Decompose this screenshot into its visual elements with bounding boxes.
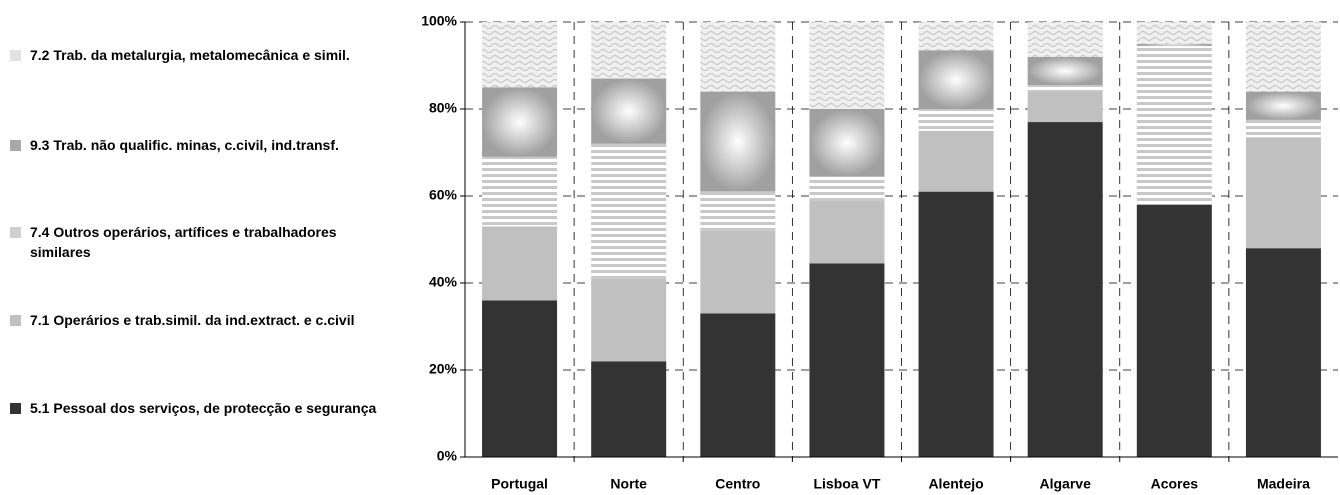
bar-segment	[809, 22, 885, 109]
bar-segment	[1245, 248, 1321, 457]
bar-segment	[1027, 122, 1103, 458]
legend-label: 7.2 Trab. da metalurgia, metalomecânica …	[30, 47, 350, 63]
bar-segment	[591, 361, 667, 457]
x-tick-label: Centro	[715, 476, 760, 492]
x-tick-label: Alentejo	[928, 476, 983, 492]
legend-swatch	[10, 50, 21, 61]
bar-segment	[482, 156, 558, 227]
bar-segment	[1027, 56, 1103, 86]
bar-segment	[1245, 119, 1321, 138]
x-tick-label: Algarve	[1040, 476, 1092, 492]
bar-segment	[1136, 43, 1212, 46]
bar-segment	[591, 278, 667, 362]
y-tick-label: 40%	[429, 274, 458, 290]
bar-segment	[918, 109, 994, 131]
y-tick-label: 0%	[437, 448, 458, 464]
bar-segment	[809, 109, 885, 177]
bar-segment	[1245, 91, 1321, 120]
legend-swatch-fill	[10, 227, 21, 238]
x-tick-label: Madeira	[1257, 476, 1310, 492]
bar-segment	[700, 313, 776, 457]
legend-item: 9.3 Trab. não qualific. minas, c.civil, …	[10, 135, 380, 155]
x-tick-label: Norte	[610, 476, 647, 492]
bar-segment	[591, 78, 667, 144]
y-tick-label: 20%	[429, 361, 458, 377]
bar-segment	[1136, 22, 1212, 44]
legend-swatch-fill	[10, 315, 21, 326]
legend-swatch-fill	[10, 140, 21, 151]
legend-swatch	[10, 140, 21, 151]
bar-segment	[918, 130, 994, 192]
bar-segment	[918, 50, 994, 109]
bar-segment	[700, 91, 776, 192]
bar-segment	[482, 226, 558, 301]
bar-segment	[1136, 204, 1212, 457]
bar-segment	[918, 191, 994, 457]
bar-segment	[1136, 45, 1212, 205]
legend-item: 7.1 Operários e trab.simil. da ind.extra…	[10, 310, 380, 330]
bar-segment	[700, 230, 776, 314]
bar-segment	[591, 143, 667, 279]
y-tick-label: 100%	[421, 13, 457, 29]
x-tick-label: Lisboa VT	[813, 476, 880, 492]
bar-segment	[809, 200, 885, 264]
legend-swatch	[10, 403, 21, 414]
bar-segment	[1245, 22, 1321, 92]
bar-segment	[1027, 91, 1103, 123]
bar-segment	[482, 300, 558, 457]
y-tick-label: 80%	[429, 100, 458, 116]
bar-segment	[482, 22, 558, 88]
legend-item: 7.2 Trab. da metalurgia, metalomecânica …	[10, 45, 380, 65]
bar-segment	[1027, 22, 1103, 57]
bar-segment	[1245, 137, 1321, 249]
y-tick-label: 60%	[429, 187, 458, 203]
bar-segment	[700, 191, 776, 231]
legend-item: 7.4 Outros operários, artífices e trabal…	[10, 222, 380, 262]
bar-segment	[700, 22, 776, 92]
legend-label: 7.4 Outros operários, artífices e trabal…	[30, 224, 337, 260]
x-tick-label: Acores	[1151, 476, 1199, 492]
legend-label: 9.3 Trab. não qualific. minas, c.civil, …	[30, 137, 339, 153]
legend-swatch	[10, 227, 21, 238]
x-tick-label: Portugal	[491, 476, 548, 492]
legend-swatch	[10, 315, 21, 326]
bar-segment	[918, 22, 994, 51]
legend-swatch-fill	[10, 403, 21, 414]
bar-segment	[482, 87, 558, 157]
bar-segment	[809, 176, 885, 201]
bar-segment	[809, 263, 885, 457]
legend-item: 5.1 Pessoal dos serviços, de protecção e…	[10, 398, 380, 418]
legend-swatch-fill	[10, 50, 21, 61]
bar-segment	[591, 22, 667, 79]
legend-label: 5.1 Pessoal dos serviços, de protecção e…	[30, 400, 377, 416]
bar-segment	[1027, 85, 1103, 92]
legend-label: 7.1 Operários e trab.simil. da ind.extra…	[30, 312, 355, 328]
